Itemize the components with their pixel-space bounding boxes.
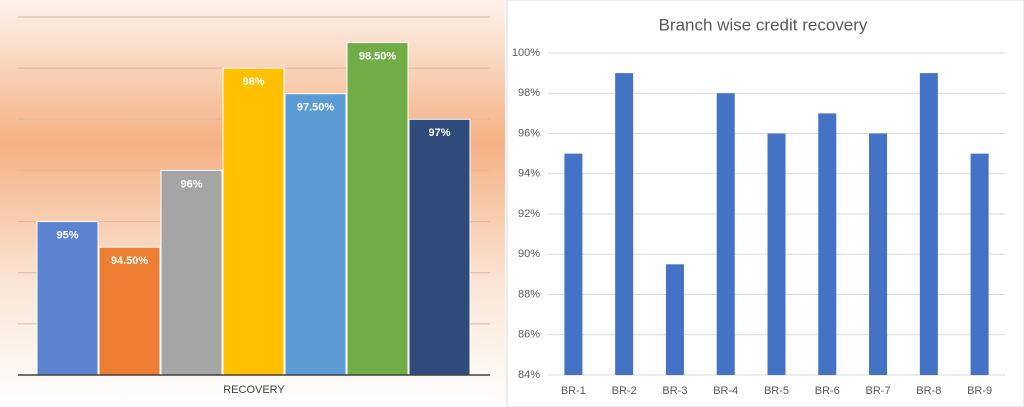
data-label: 98% [242,76,264,88]
x-tick-label: BR-2 [612,385,637,397]
bar [818,113,837,375]
y-tick-label: 92% [518,208,540,220]
y-tick-label: 86% [518,329,540,341]
x-tick-label: BR-4 [713,385,738,397]
bar [346,42,409,376]
y-tick-label: 94% [518,168,540,180]
bar [767,133,786,375]
chart-title: Branch wise credit recovery [659,15,868,34]
x-tick-label: BR-1 [561,385,586,397]
x-tick-label: BR-8 [916,385,941,397]
data-label: 96% [180,178,202,190]
right-background [506,0,1024,407]
bar [36,221,99,376]
y-tick-label: 84% [518,369,540,381]
y-tick-label: 100% [512,47,540,59]
x-tick-label: RECOVERY [223,384,285,396]
data-label: 94.50% [111,255,149,267]
y-tick-label: 88% [518,288,540,300]
data-label: 97% [428,127,450,139]
bar [98,246,161,376]
bar [222,67,285,376]
bar [284,93,347,376]
bar [665,264,684,375]
data-label: 95% [56,229,78,241]
x-tick-label: BR-3 [662,385,687,397]
x-tick-label: BR-5 [764,385,789,397]
x-tick-label: BR-9 [967,385,992,397]
bar [919,73,938,375]
bar [869,133,888,375]
x-tick-label: BR-7 [866,385,891,397]
bar [615,73,634,375]
y-tick-label: 98% [518,87,540,99]
data-label: 98.50% [359,50,397,62]
y-tick-label: 90% [518,248,540,260]
bar [716,93,735,375]
bar [970,153,989,375]
bar [408,118,471,376]
bar [564,153,583,375]
data-label: 97.50% [297,102,335,114]
y-tick-label: 96% [518,127,540,139]
x-tick-label: BR-6 [815,385,840,397]
bar [160,169,223,376]
